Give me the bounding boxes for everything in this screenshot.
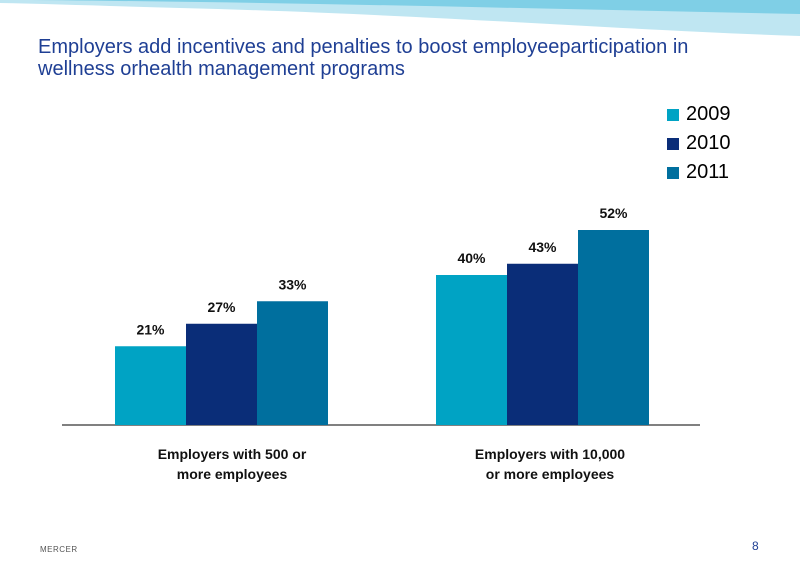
category-label-500-plus-line-2: more employees xyxy=(176,466,288,482)
legend-swatch-2011 xyxy=(667,166,679,179)
category-label-10000-plus-line-1: Employers with 10,000 xyxy=(474,446,626,462)
bar-2009-category-2 xyxy=(436,275,507,425)
data-label-2011-category-1: 33% xyxy=(278,276,307,292)
bar-2010-category-1 xyxy=(186,323,257,425)
data-label-2011-category-2: 52% xyxy=(599,205,628,221)
category-label-10000-plus: Employers with 10,000 or more employees xyxy=(430,444,670,484)
chart-legend: 2009 2010 2011 xyxy=(667,100,731,187)
legend-swatch-2009 xyxy=(667,108,679,121)
bar-2011-category-2 xyxy=(578,230,649,425)
slide-title-line-1: Employers add incentives and penalties t… xyxy=(38,36,689,58)
category-label-10000-plus-line-2: or more employees xyxy=(485,466,615,482)
data-label-2009-category-1: 21% xyxy=(136,321,165,337)
legend-item-2009: 2009 xyxy=(667,100,731,129)
legend-item-2011: 2011 xyxy=(667,158,731,187)
data-label-2010-category-1: 27% xyxy=(207,299,236,315)
footer-brand: MERCER xyxy=(40,545,78,554)
category-label-500-plus: Employers with 500 or more employees xyxy=(112,444,352,484)
legend-swatch-2010 xyxy=(667,137,679,150)
legend-item-2010: 2010 xyxy=(667,129,731,158)
slide-title: Employers add incentives and penalties t… xyxy=(38,36,758,80)
top-wave-decoration xyxy=(0,0,800,36)
data-label-2010-category-2: 43% xyxy=(528,239,557,255)
bar-2011-category-1 xyxy=(257,301,328,425)
bar-2009-category-1 xyxy=(115,346,186,425)
legend-label-2011: 2011 xyxy=(686,161,730,183)
category-label-500-plus-line-1: Employers with 500 or xyxy=(157,446,307,462)
data-label-2009-category-2: 40% xyxy=(457,250,486,266)
legend-label-2010: 2010 xyxy=(686,132,731,154)
bar-2010-category-2 xyxy=(507,263,578,425)
slide-title-line-2: wellness orhealth management programs xyxy=(38,58,405,80)
page-number: 8 xyxy=(752,539,759,553)
wave-band-dark xyxy=(0,0,800,14)
legend-label-2009: 2009 xyxy=(686,103,731,125)
